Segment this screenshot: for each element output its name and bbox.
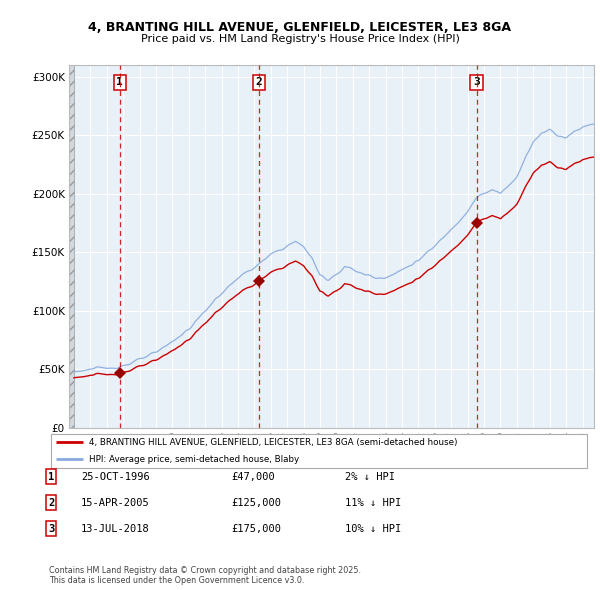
Text: 25-OCT-1996: 25-OCT-1996 [81, 472, 150, 481]
Text: Price paid vs. HM Land Registry's House Price Index (HPI): Price paid vs. HM Land Registry's House … [140, 34, 460, 44]
Text: 11% ↓ HPI: 11% ↓ HPI [345, 498, 401, 507]
Text: 4, BRANTING HILL AVENUE, GLENFIELD, LEICESTER, LE3 8GA: 4, BRANTING HILL AVENUE, GLENFIELD, LEIC… [89, 21, 511, 34]
Text: 2% ↓ HPI: 2% ↓ HPI [345, 472, 395, 481]
FancyBboxPatch shape [51, 434, 587, 468]
Text: 10% ↓ HPI: 10% ↓ HPI [345, 524, 401, 533]
Text: 13-JUL-2018: 13-JUL-2018 [81, 524, 150, 533]
Text: 2: 2 [48, 498, 54, 507]
Text: 1: 1 [48, 472, 54, 481]
Text: 15-APR-2005: 15-APR-2005 [81, 498, 150, 507]
Bar [69, 65, 74, 428]
Text: 3: 3 [48, 524, 54, 533]
Text: £47,000: £47,000 [231, 472, 275, 481]
Text: £175,000: £175,000 [231, 524, 281, 533]
Text: 3: 3 [473, 77, 480, 87]
Text: 2: 2 [256, 77, 263, 87]
Text: Contains HM Land Registry data © Crown copyright and database right 2025.
This d: Contains HM Land Registry data © Crown c… [49, 566, 361, 585]
Text: HPI: Average price, semi-detached house, Blaby: HPI: Average price, semi-detached house,… [89, 455, 299, 464]
Text: 1: 1 [116, 77, 123, 87]
Text: £125,000: £125,000 [231, 498, 281, 507]
Text: 4, BRANTING HILL AVENUE, GLENFIELD, LEICESTER, LE3 8GA (semi-detached house): 4, BRANTING HILL AVENUE, GLENFIELD, LEIC… [89, 438, 457, 447]
